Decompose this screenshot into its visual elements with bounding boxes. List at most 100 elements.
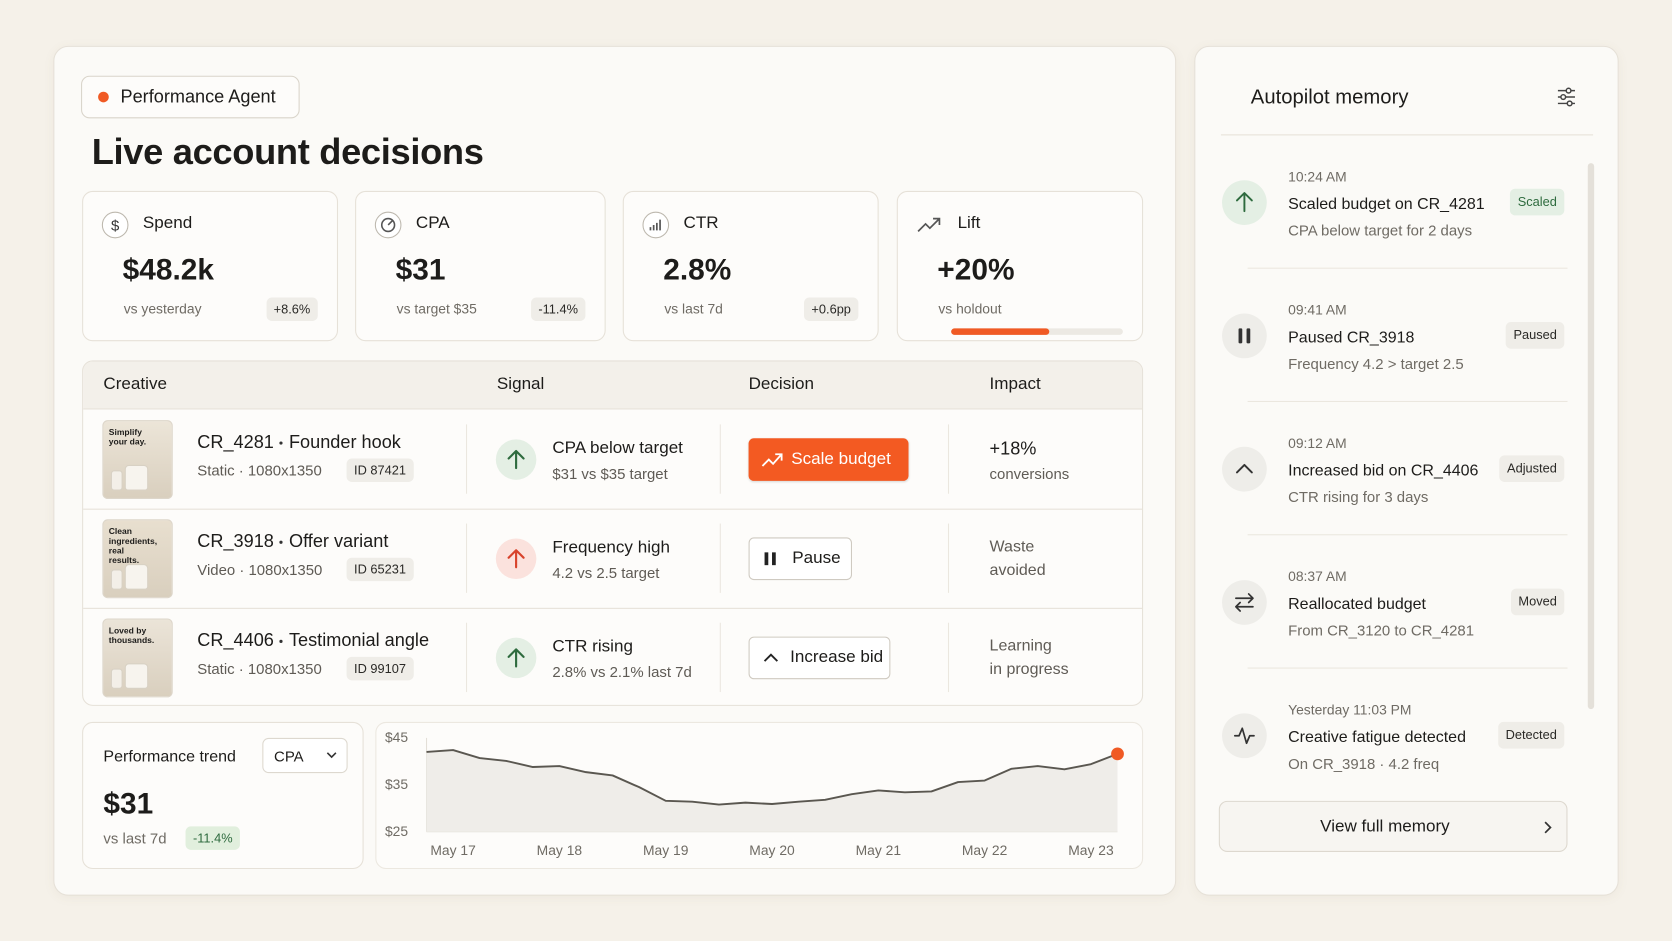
icon-shape <box>507 548 525 568</box>
icon-shape <box>1565 87 1572 94</box>
icon-shape <box>1235 192 1253 213</box>
kpi-note: vs yesterday <box>123 300 202 317</box>
memory-time: 10:24 AM <box>1288 168 1347 185</box>
kpi-delta: +0.6pp <box>803 297 859 321</box>
memory-time: 08:37 AM <box>1288 568 1347 585</box>
header-divider <box>1220 134 1594 136</box>
progress-fill <box>951 328 1050 335</box>
column-divider <box>947 622 950 693</box>
trend-delta: -11.4% <box>185 826 241 850</box>
column-divider <box>719 424 721 494</box>
badge-label: Performance Agent <box>120 86 276 107</box>
icon-shape <box>772 551 776 565</box>
icon-shape <box>380 217 396 233</box>
creative-variant: Founder hook <box>288 431 401 452</box>
column-divider <box>465 424 468 494</box>
memory-title: Autopilot memory <box>1250 85 1409 109</box>
signal-icon <box>495 537 537 579</box>
trend-note: vs last 7d <box>103 829 167 847</box>
signal-title: Frequency high <box>552 537 670 557</box>
kpi-delta: -11.4% <box>530 297 586 321</box>
memory-note: On CR_3918 · 4.2 freq <box>1288 754 1440 773</box>
creative-variant: Offer variant <box>288 530 389 551</box>
icon-shape <box>763 652 779 662</box>
icon-shape <box>1566 100 1573 107</box>
icon-shape <box>642 211 670 239</box>
memory-icon <box>1222 446 1267 492</box>
memory-note: CPA below target for 2 days <box>1288 221 1473 239</box>
memory-title: Reallocated budget <box>1288 594 1426 613</box>
impact-note: avoided <box>989 560 1046 580</box>
x-tick-label: May 17 <box>430 842 476 858</box>
icon-shape <box>1235 463 1253 474</box>
memory-title: Scaled budget on CR_4281 <box>1288 194 1485 213</box>
column-header: Decision <box>748 375 814 394</box>
memory-note: From CR_3120 to CR_4281 <box>1288 621 1475 639</box>
signal-icon <box>495 438 537 480</box>
icon-shape <box>387 220 393 226</box>
x-tick-label: May 22 <box>962 842 1008 858</box>
kpi-label: Lift <box>957 214 981 233</box>
kpi-delta: +8.6% <box>266 297 318 321</box>
product-bottle <box>110 469 123 490</box>
icon-shape <box>1246 328 1251 344</box>
memory-tag: Paused <box>1505 322 1565 349</box>
icon-shape <box>764 551 769 565</box>
area-fill <box>426 750 1118 832</box>
row-divider <box>83 607 1143 609</box>
name-separator <box>279 540 283 544</box>
scale-budget-button[interactable] <box>748 437 909 481</box>
view-memory-button[interactable] <box>1218 800 1568 852</box>
creative-variant: Testimonial angle <box>288 629 430 650</box>
impact-value: +18% <box>989 437 1037 458</box>
column-header: Creative <box>103 375 167 394</box>
memory-note: Frequency 4.2 > target 2.5 <box>1288 355 1464 373</box>
item-divider <box>1247 400 1568 403</box>
icon-shape <box>1235 593 1254 612</box>
icon-shape <box>507 647 525 667</box>
memory-icon <box>1222 313 1267 359</box>
button-label: Increase bid <box>790 647 884 666</box>
kpi-label: CPA <box>415 214 450 233</box>
creative-id: ID 65231 <box>346 557 414 581</box>
icon-shape <box>1222 313 1267 359</box>
creative-name: CR_3918 <box>197 530 274 551</box>
button-chevron <box>1544 821 1552 834</box>
button-label: Pause <box>792 548 841 567</box>
icon-shape <box>507 449 525 469</box>
icon-shape <box>761 452 783 467</box>
scrollbar <box>1587 163 1595 710</box>
icon-shape: $ <box>111 217 120 234</box>
icon-shape <box>101 211 129 239</box>
memory-icon <box>1222 580 1267 625</box>
y-tick-label: $25 <box>385 823 408 839</box>
y-tick-label: $45 <box>385 729 408 745</box>
product-bottle <box>110 568 123 590</box>
x-tick-label: May 19 <box>643 842 689 858</box>
impact-note: in progress <box>989 660 1069 679</box>
memory-title: Creative fatigue detected <box>1288 727 1466 746</box>
icon-shape <box>917 217 941 232</box>
creative-format: Static · 1080x1350 <box>197 461 322 479</box>
kpi-icon: $ <box>101 211 129 239</box>
signal-note: 4.2 vs 2.5 target <box>552 563 660 581</box>
button-icon <box>764 551 776 565</box>
icon-shape <box>1233 727 1255 745</box>
trend-icon <box>761 452 783 467</box>
decision-button[interactable] <box>748 636 891 679</box>
x-tick-label: May 23 <box>1068 842 1114 858</box>
creative-id: ID 87421 <box>346 457 414 482</box>
signal-title: CTR rising <box>552 637 633 656</box>
button-label: View full memory <box>1320 817 1450 837</box>
creative-format: Static · 1080x1350 <box>197 659 322 677</box>
select-chevron <box>326 752 337 759</box>
agent-badge <box>81 75 300 119</box>
signal-note: 2.8% vs 2.1% last 7d <box>552 662 692 680</box>
signal-icon <box>495 637 537 678</box>
button-label: Scale budget <box>791 449 891 468</box>
kpi-card <box>896 190 1144 342</box>
icon-shape <box>1222 446 1267 492</box>
signal-note: $31 vs $35 target <box>552 464 668 482</box>
